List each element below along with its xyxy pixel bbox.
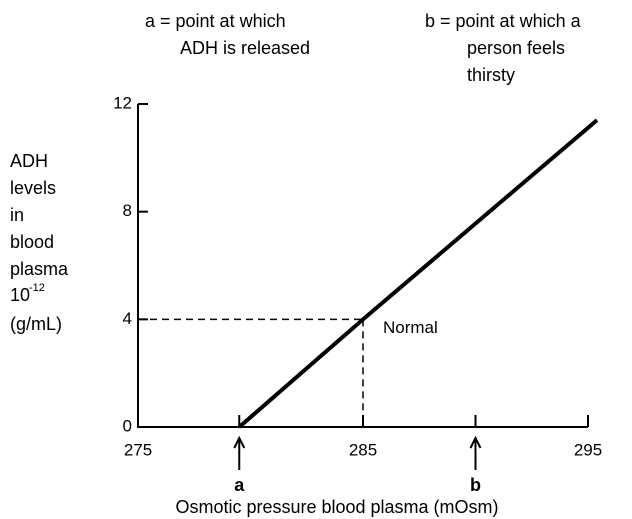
- note-line: a = point at which: [145, 11, 286, 31]
- y-label-unit: (g/mL): [10, 314, 62, 334]
- x-axis-label: Osmotic pressure blood plasma (mOsm): [175, 497, 498, 517]
- axes: [137, 104, 588, 428]
- data-line: [237, 118, 599, 429]
- marker-label: b: [470, 475, 481, 495]
- x-tick-label: 275: [124, 440, 152, 459]
- y-tick-label: 12: [113, 93, 132, 112]
- y-label-scale-base: 10: [10, 285, 30, 305]
- y-label-line: ADH: [10, 151, 48, 171]
- y-label-line: levels: [10, 178, 56, 198]
- y-label-line: plasma: [10, 259, 69, 279]
- note-line: ADH is released: [180, 38, 310, 58]
- y-label-scale-exponent: -12: [29, 282, 45, 294]
- marker-label: a: [234, 475, 245, 495]
- marker-arrowhead: [233, 435, 246, 449]
- x-tick-label: 285: [349, 440, 377, 459]
- note-line: person feels: [467, 38, 565, 58]
- note-line: b = point at which a: [425, 11, 582, 31]
- marker-arrowhead: [469, 435, 482, 449]
- note-line: thirsty: [467, 65, 515, 85]
- y-tick-label: 8: [123, 201, 132, 220]
- y-label-line: in: [10, 205, 24, 225]
- y-label-line: blood: [10, 232, 54, 252]
- x-tick-label: 295: [574, 440, 602, 459]
- y-tick-label: 0: [123, 416, 132, 435]
- y-tick-label: 4: [123, 309, 132, 328]
- normal-label: Normal: [383, 318, 438, 337]
